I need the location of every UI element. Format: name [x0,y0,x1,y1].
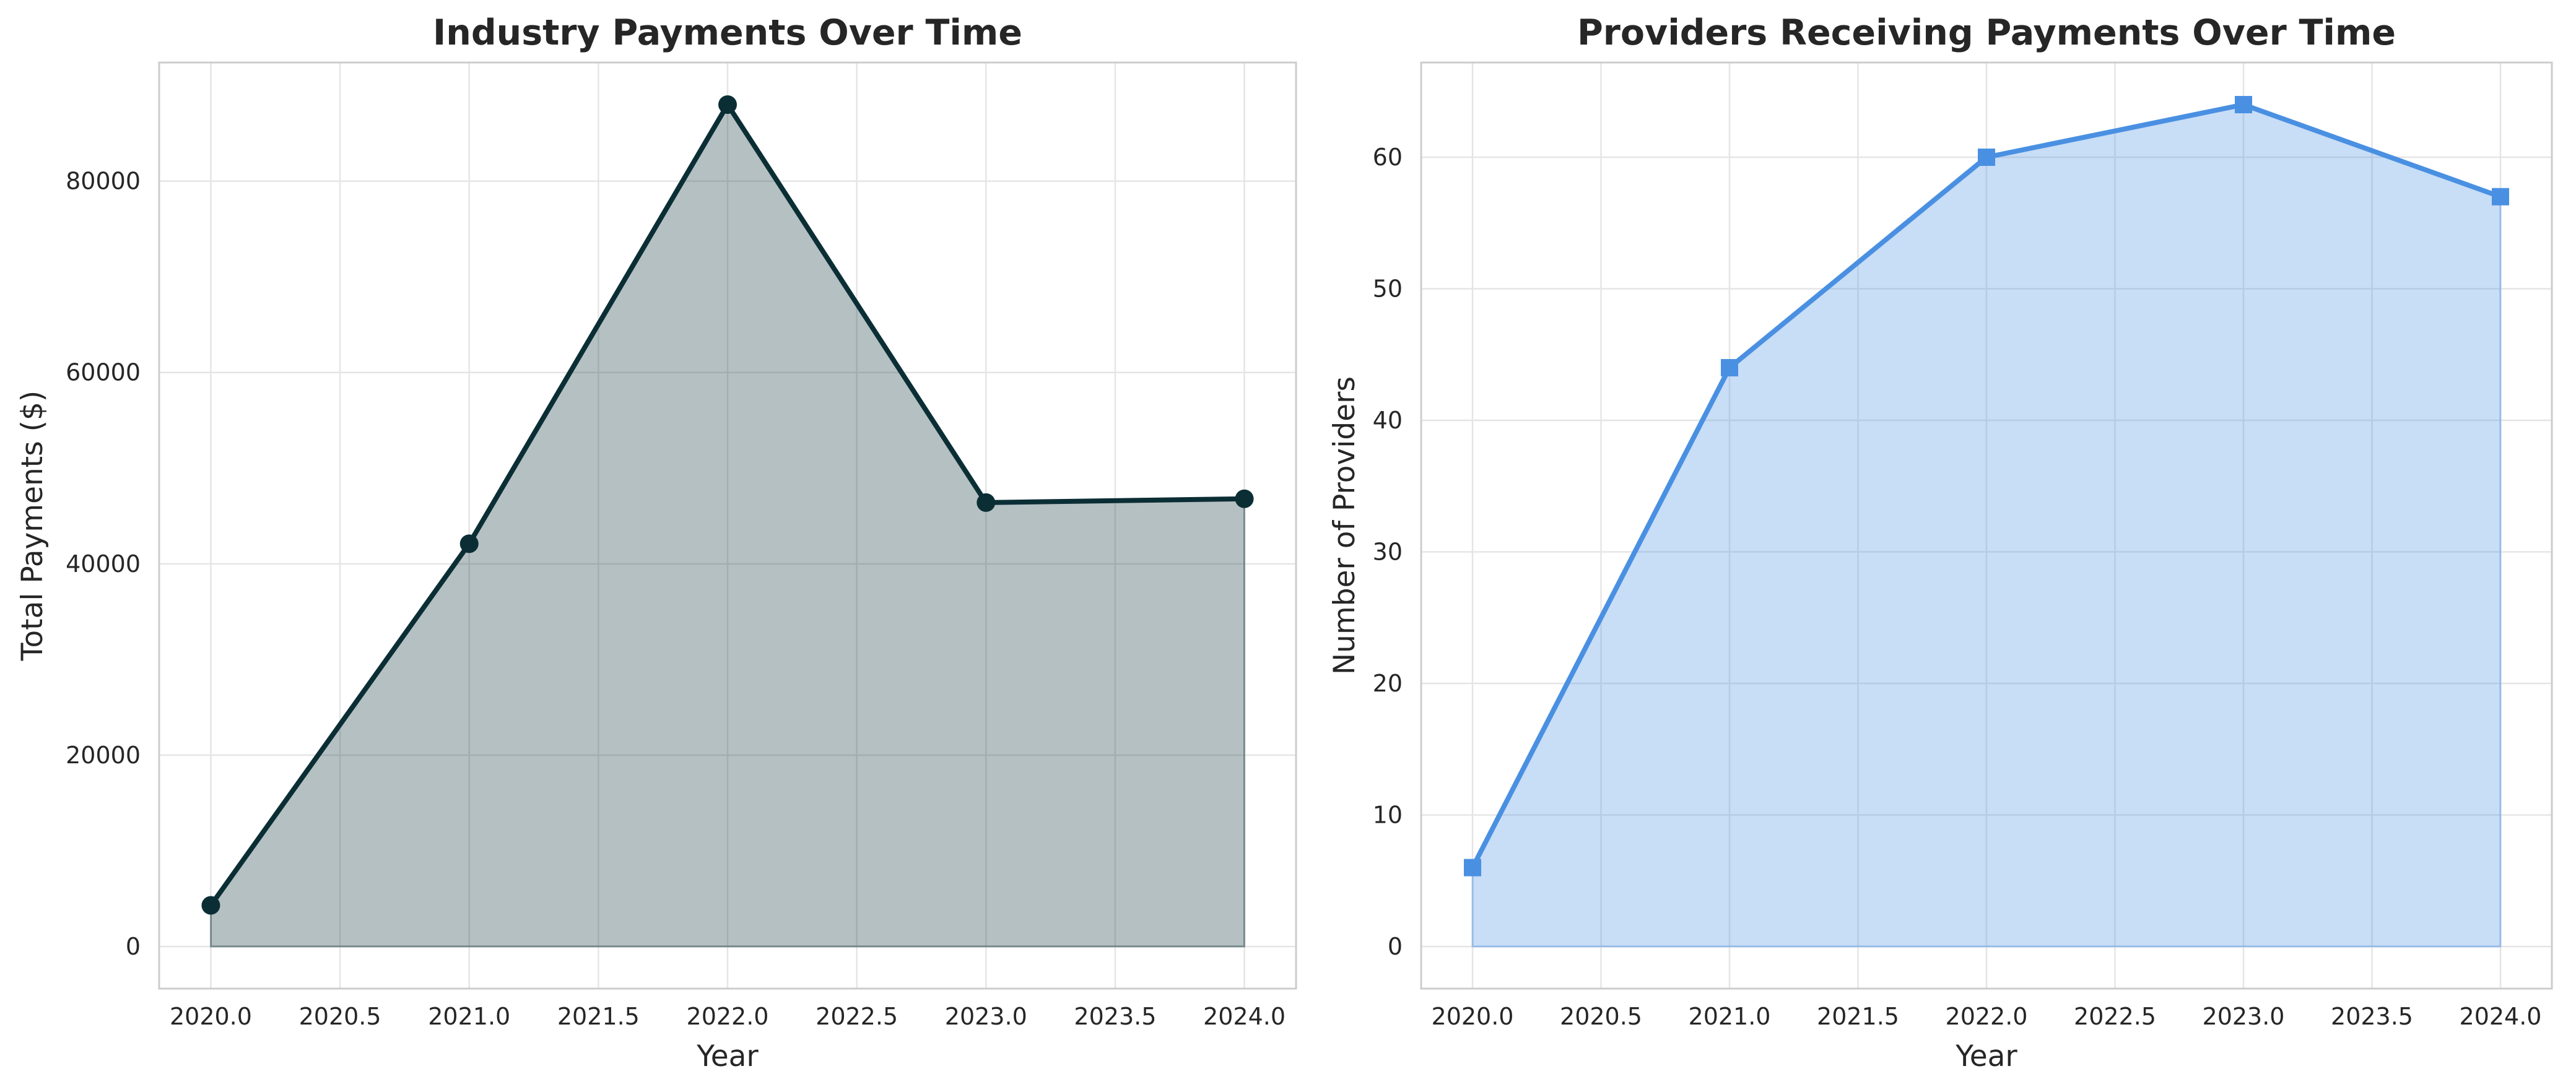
x-tick-label: 2024.0 [1203,1003,1286,1030]
chart-1: 2020.0 2020.5 2021.0 2021.5 2022.0 2022.5 2023… [15,12,1297,1073]
data-point [459,534,479,553]
y-tick-label: 0 [126,933,141,960]
data-point [201,896,220,915]
x-tick-label: 2023.0 [945,1003,1027,1030]
data-point [977,493,996,512]
axes-frame [158,61,1297,990]
x-tick-label: 2020.0 [170,1003,252,1030]
x-tick-label: 2021.0 [428,1003,510,1030]
chart-title: Providers Receiving Payments Over Time [1577,12,2396,53]
x-tick-label: 2023.0 [2203,1003,2285,1030]
data-point [2492,188,2509,206]
x-tick-label: 2022.5 [2074,1003,2156,1030]
y-tick-label: 10 [1373,802,1403,829]
x-tick-label: 2021.5 [557,1003,640,1030]
data-point [1978,149,1995,166]
axes-frame [1420,61,2553,990]
data-point [718,95,737,114]
x-tick-label: 2020.5 [299,1003,381,1030]
x-tick-label: 2021.5 [1817,1003,1899,1030]
y-tick-label: 30 [1373,539,1403,566]
y-tick-label: 50 [1373,275,1403,303]
y-tick-label: 60 [1373,144,1403,171]
x-tick-label: 2022.0 [1946,1003,2028,1030]
x-tick-label: 2020.0 [1432,1003,1514,1030]
x-axis-label: Year [1955,1039,2017,1073]
y-tick-label: 40000 [66,550,141,578]
y-tick-label: 20 [1373,670,1403,697]
x-tick-label: 2023.5 [2331,1003,2413,1030]
chart-title: Industry Payments Over Time [433,12,1022,53]
x-tick-label: 2023.5 [1074,1003,1156,1030]
data-point [1235,489,1254,508]
data-point [1721,359,1738,376]
x-axis-label: Year [696,1039,759,1073]
x-tick-label: 2021.0 [1689,1003,1771,1030]
y-tick-label: 60000 [66,359,141,386]
chart-2: 2020.0 2020.5 2021.0 2021.5 2022.0 2022.5 2023… [1328,12,2553,1073]
y-axis-label: Number of Providers [1328,376,1362,675]
y-tick-label: 80000 [66,168,141,195]
y-tick-label: 0 [1388,933,1403,960]
y-axis-label: Total Payments ($) [15,391,50,661]
x-tick-label: 2024.0 [2460,1003,2542,1030]
x-tick-label: 2020.5 [1560,1003,1642,1030]
x-tick-label: 2022.0 [687,1003,769,1030]
x-tick-label: 2022.5 [816,1003,898,1030]
y-tick-label: 40 [1373,407,1403,434]
data-point [2235,96,2252,113]
data-point [1464,859,1481,877]
y-tick-label: 20000 [66,742,141,769]
